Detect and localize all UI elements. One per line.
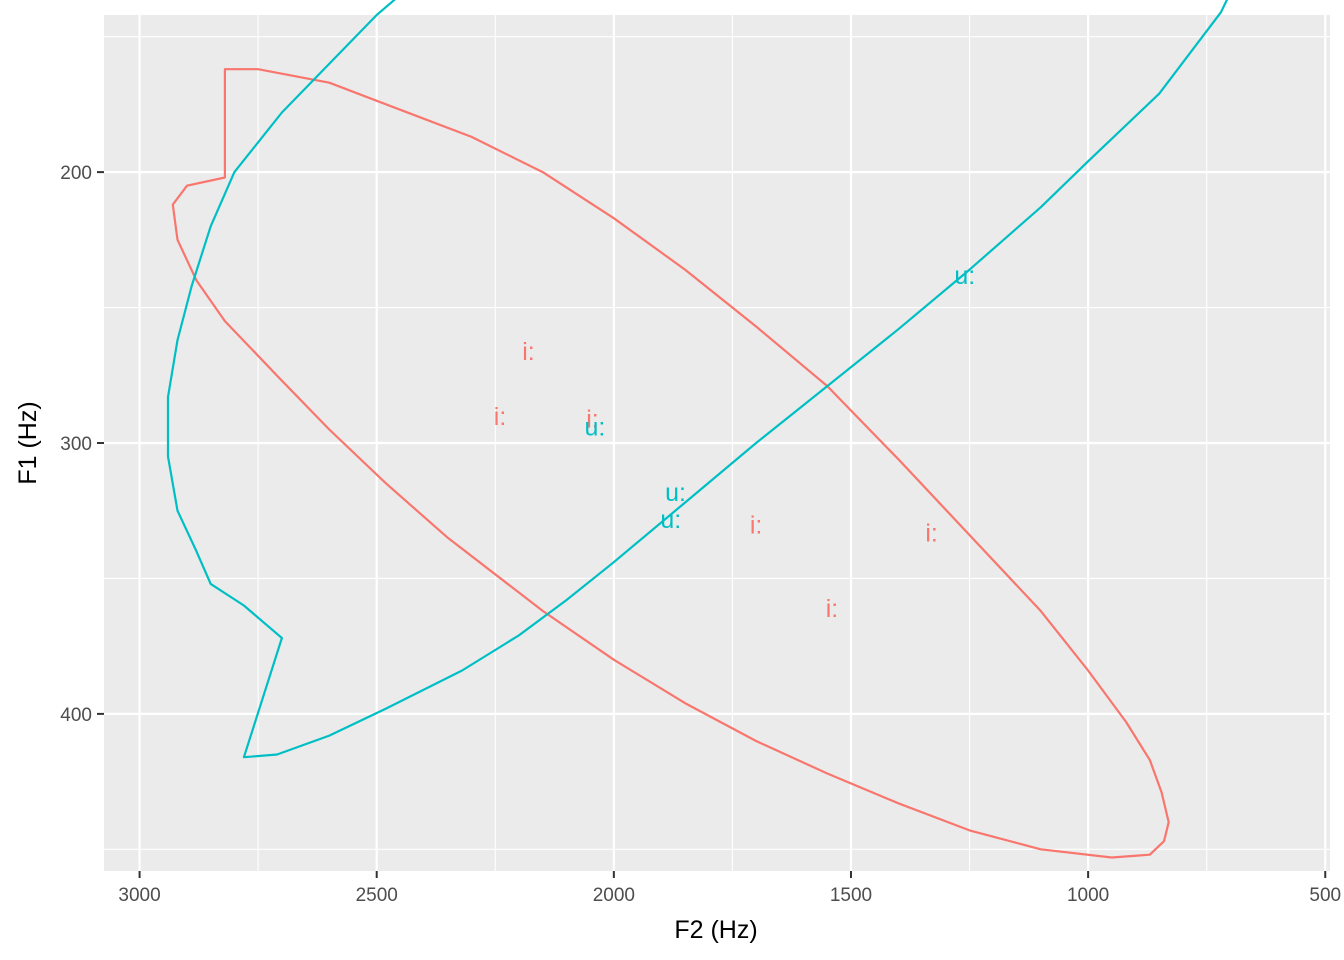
point-label-series-2: u: <box>665 479 686 507</box>
x-tick-label: 2500 <box>356 885 398 906</box>
x-tick-label: 1000 <box>1067 885 1109 906</box>
point-labels: i:i: i:i: i:i:u:u:u:u: <box>494 262 975 623</box>
x-tick-label: 2000 <box>593 885 635 906</box>
x-axis-title: F2 (Hz) <box>674 916 757 944</box>
y-axis-title: F1 (Hz) <box>14 401 42 484</box>
point-label-series-1: i: <box>826 595 839 623</box>
axis-tick-labels: 3000 2500 2000 1500 1000 500 200 300 400 <box>60 163 1341 906</box>
y-tick-label: 300 <box>60 434 92 455</box>
axis-ticks <box>97 171 1327 878</box>
point-label-series-1: i: <box>494 403 507 431</box>
ellipse-series-1 <box>171 68 1170 859</box>
point-label-series-2: u: <box>584 414 605 442</box>
point-label-series-1: i: <box>522 338 535 366</box>
x-tick-label: 500 <box>1309 885 1341 906</box>
confidence-ellipses <box>166 0 1229 859</box>
point-label-series-2: u: <box>954 262 975 290</box>
point-label-series-1: i: <box>750 511 763 539</box>
point-label-series-1: i: <box>925 519 938 547</box>
x-tick-label: 3000 <box>118 885 160 906</box>
x-tick-label: 1500 <box>830 885 872 906</box>
point-label-series-2: u: <box>660 506 681 534</box>
grid-major <box>104 15 1330 871</box>
y-tick-label: 400 <box>60 705 92 726</box>
y-tick-label: 200 <box>60 163 92 184</box>
point-label-series-1: i: <box>586 406 599 434</box>
ellipse-series-2 <box>166 0 1229 759</box>
